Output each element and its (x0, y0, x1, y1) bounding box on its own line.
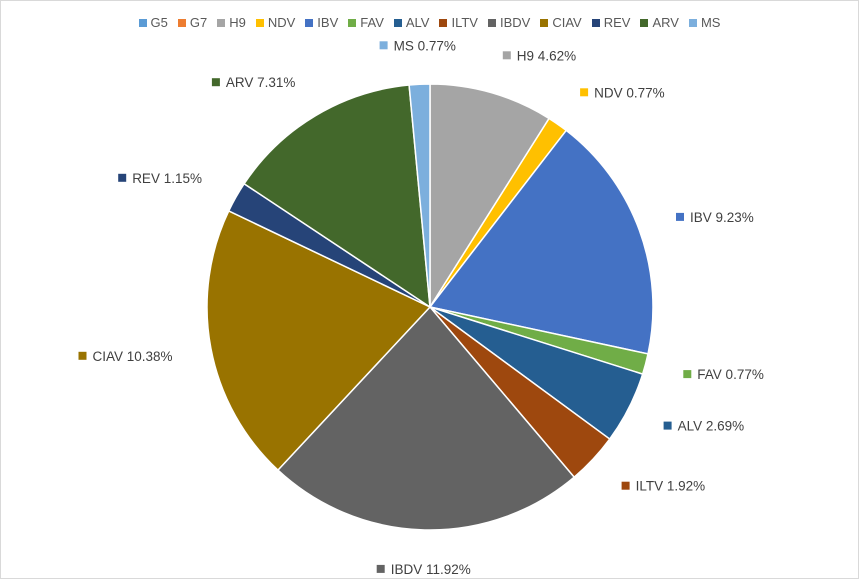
data-label-ciav: CIAV 10.38% (78, 349, 173, 364)
data-label-text-ms: MS 0.77% (394, 38, 456, 53)
data-label-ndv: NDV 0.77% (580, 85, 665, 100)
data-label-h9: H9 4.62% (502, 48, 576, 63)
legend-swatch-ibdv (487, 18, 496, 27)
data-label-alv: ALV 2.69% (663, 419, 745, 434)
legend-label-alv: ALV (405, 15, 430, 30)
legend-swatch-g5 (138, 18, 147, 27)
pie-slice-h9 (429, 83, 551, 310)
data-label-marker-ciav (78, 351, 87, 360)
data-label-iltv: ILTV 1.92% (621, 479, 706, 494)
pie-slice-ms (408, 83, 431, 308)
data-label-text-h9: H9 4.62% (517, 48, 576, 63)
data-label-text-rev: REV 1.15% (132, 171, 202, 186)
legend-item-ibv: IBV (305, 15, 338, 30)
legend-label-g7: G7 (189, 15, 208, 30)
pie-slice-arv (243, 84, 431, 309)
legend-label-iltv: ILTV (451, 15, 478, 30)
data-label-ms: MS 0.77% (379, 38, 456, 53)
pie-slice-ibdv (276, 305, 576, 531)
legend-label-ibdv: IBDV (499, 15, 531, 30)
data-label-marker-iltv (621, 481, 630, 490)
legend-swatch-ndv (255, 18, 264, 27)
data-label-marker-ibdv (376, 564, 385, 573)
legend-item-ibdv: IBDV (487, 15, 531, 30)
legend: G5 G7 H9 NDV IBV FAV ALV ILTV IBDV CIAV REV ARV MS (1, 15, 858, 30)
legend-label-arv: ARV (652, 15, 679, 30)
data-label-marker-h9 (502, 51, 511, 60)
legend-label-g5: G5 (150, 15, 168, 30)
data-label-text-alv: ALV 2.69% (678, 419, 745, 434)
legend-item-ciav: CIAV (540, 15, 582, 30)
data-label-arv: ARV 7.31% (211, 75, 296, 90)
legend-item-ndv: NDV (255, 15, 296, 30)
legend-label-fav: FAV (360, 15, 384, 30)
legend-swatch-ms (688, 18, 697, 27)
data-label-marker-fav (683, 370, 692, 379)
data-label-text-ibv: IBV 9.23% (690, 210, 754, 225)
data-label-text-ciav: CIAV 10.38% (93, 349, 173, 364)
legend-item-g7: G7 (177, 15, 208, 30)
data-label-marker-ibv (676, 212, 684, 221)
legend-label-h9: H9 (229, 15, 246, 30)
data-label-marker-rev (118, 173, 127, 182)
legend-swatch-ciav (540, 18, 549, 27)
legend-label-ms: MS (700, 15, 721, 30)
legend-item-ms: MS (688, 15, 721, 30)
legend-swatch-g7 (177, 18, 186, 27)
legend-label-rev: REV (603, 15, 631, 30)
legend-swatch-rev (591, 18, 600, 27)
legend-swatch-fav (348, 18, 357, 27)
data-label-marker-arv (211, 78, 220, 87)
legend-swatch-iltv (439, 18, 448, 27)
legend-item-alv: ALV (393, 15, 430, 30)
pie-slice-ciav (206, 209, 432, 472)
data-label-marker-alv (663, 421, 672, 430)
legend-swatch-ibv (305, 18, 314, 27)
data-label-rev: REV 1.15% (118, 171, 202, 186)
legend-swatch-alv (393, 18, 402, 27)
legend-label-ciav: CIAV (552, 15, 582, 30)
legend-item-fav: FAV (348, 15, 384, 30)
data-label-text-ndv: NDV 0.77% (594, 85, 665, 100)
legend-label-ibv: IBV (317, 15, 339, 30)
legend-item-g5: G5 (138, 15, 168, 30)
data-label-fav: FAV 0.77% (683, 367, 764, 382)
data-label-text-arv: ARV 7.31% (226, 75, 296, 90)
legend-item-iltv: ILTV (439, 15, 478, 30)
data-label-marker-ndv (580, 88, 589, 97)
legend-swatch-h9 (217, 18, 226, 27)
data-label-text-iltv: ILTV 1.92% (636, 479, 706, 494)
legend-item-h9: H9 (217, 15, 246, 30)
legend-swatch-arv (640, 18, 649, 27)
legend-item-rev: REV (591, 15, 631, 30)
data-label-text-fav: FAV 0.77% (697, 367, 764, 382)
data-label-text-ibdv: IBDV 11.92% (391, 562, 471, 577)
legend-label-ndv: NDV (267, 15, 296, 30)
legend-item-arv: ARV (640, 15, 679, 30)
data-label-marker-ms (379, 41, 388, 50)
pie-slice-ibv (428, 129, 654, 355)
data-label-ibv: IBV 9.23% (676, 210, 754, 225)
data-label-ibdv: IBDV 11.92% (376, 562, 471, 577)
